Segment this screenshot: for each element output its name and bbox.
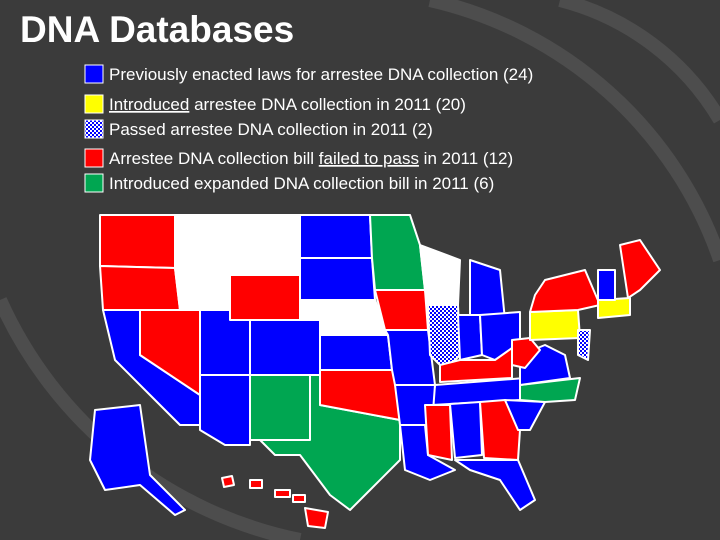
legend-label: Introduced expanded DNA collection bill … [109, 174, 494, 193]
legend-label: Introduced arrestee DNA collection in 20… [109, 95, 466, 114]
legend-text-part: Previously enacted laws for arrestee DNA… [109, 65, 533, 84]
legend-text-part: Introduced expanded DNA collection bill … [109, 174, 494, 193]
legend-text-part: failed to pass [319, 149, 419, 168]
legend-text-part: arrestee DNA collection in 2011 (20) [189, 95, 466, 114]
legend: Previously enacted laws for arrestee DNA… [84, 64, 533, 193]
legend-label: Previously enacted laws for arrestee DNA… [109, 65, 533, 84]
legend-label: Passed arrestee DNA collection in 2011 (… [109, 120, 433, 139]
us-map [89, 214, 661, 529]
slide-title: DNA Databases [20, 9, 294, 50]
legend-text-part: in 2011 (12) [419, 149, 513, 168]
legend-swatch [84, 64, 104, 84]
legend-label: Arrestee DNA collection bill failed to p… [109, 149, 513, 168]
legend-swatch [84, 173, 104, 193]
legend-text-part: Passed arrestee DNA collection in 2011 (… [109, 120, 433, 139]
legend-swatch [84, 119, 104, 139]
legend-text-part: Arrestee DNA collection bill [109, 149, 319, 168]
legend-swatch [84, 94, 104, 114]
legend-swatch [84, 148, 104, 168]
legend-text-part: Introduced [109, 95, 189, 114]
